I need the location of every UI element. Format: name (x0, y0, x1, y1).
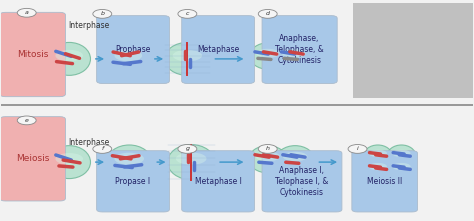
Text: c: c (186, 11, 189, 16)
Circle shape (348, 145, 367, 153)
Text: Meiosis II: Meiosis II (367, 177, 402, 186)
Ellipse shape (107, 42, 150, 75)
FancyBboxPatch shape (0, 12, 65, 97)
Text: Metaphase I: Metaphase I (195, 177, 242, 186)
Text: Propase I: Propase I (116, 177, 151, 186)
FancyBboxPatch shape (182, 16, 255, 84)
Ellipse shape (176, 152, 207, 165)
Ellipse shape (115, 153, 144, 165)
Circle shape (17, 8, 36, 17)
Ellipse shape (48, 146, 91, 179)
Circle shape (258, 10, 277, 18)
Circle shape (17, 116, 36, 125)
Ellipse shape (392, 163, 410, 170)
Ellipse shape (276, 146, 314, 173)
Ellipse shape (369, 150, 387, 157)
Text: Interphase: Interphase (68, 138, 109, 147)
Ellipse shape (369, 163, 387, 170)
Ellipse shape (55, 153, 83, 165)
FancyBboxPatch shape (352, 151, 418, 212)
Ellipse shape (167, 145, 215, 180)
Circle shape (178, 145, 197, 153)
Text: Interphase: Interphase (68, 21, 109, 30)
Ellipse shape (387, 145, 416, 166)
Text: e: e (25, 118, 28, 123)
FancyBboxPatch shape (262, 16, 337, 84)
Text: Metaphase: Metaphase (197, 45, 239, 54)
Ellipse shape (387, 158, 416, 179)
Ellipse shape (283, 152, 308, 161)
Ellipse shape (256, 49, 279, 58)
Text: d: d (266, 11, 270, 16)
Text: b: b (100, 11, 104, 16)
Ellipse shape (282, 49, 305, 58)
Ellipse shape (250, 43, 286, 69)
Ellipse shape (164, 42, 210, 75)
Text: Prophase: Prophase (115, 45, 151, 54)
FancyBboxPatch shape (97, 151, 169, 212)
Ellipse shape (115, 50, 142, 61)
Circle shape (178, 10, 197, 18)
Ellipse shape (173, 50, 202, 61)
Ellipse shape (364, 158, 392, 179)
Text: i: i (356, 147, 358, 151)
Ellipse shape (276, 43, 312, 69)
Text: g: g (185, 147, 190, 151)
Ellipse shape (48, 42, 91, 75)
Ellipse shape (255, 152, 280, 161)
Circle shape (93, 10, 112, 18)
FancyBboxPatch shape (97, 16, 169, 84)
FancyBboxPatch shape (0, 117, 65, 201)
Ellipse shape (364, 145, 392, 166)
Text: f: f (101, 147, 103, 151)
Text: Mitosis: Mitosis (17, 50, 48, 59)
FancyBboxPatch shape (353, 3, 474, 98)
Text: h: h (266, 147, 270, 151)
Circle shape (258, 145, 277, 153)
Ellipse shape (107, 145, 152, 179)
Text: a: a (25, 10, 28, 15)
Circle shape (93, 145, 112, 153)
Text: Anaphase,
Telophase, &
Cytokinesis: Anaphase, Telophase, & Cytokinesis (275, 34, 324, 65)
Text: Meiosis: Meiosis (16, 154, 49, 163)
FancyBboxPatch shape (182, 151, 255, 212)
FancyBboxPatch shape (262, 151, 342, 212)
Ellipse shape (392, 150, 410, 157)
Ellipse shape (55, 50, 83, 61)
Text: Anaphase I,
Telophase I, &
Cytokinesis: Anaphase I, Telophase I, & Cytokinesis (275, 166, 328, 197)
Ellipse shape (249, 146, 287, 173)
